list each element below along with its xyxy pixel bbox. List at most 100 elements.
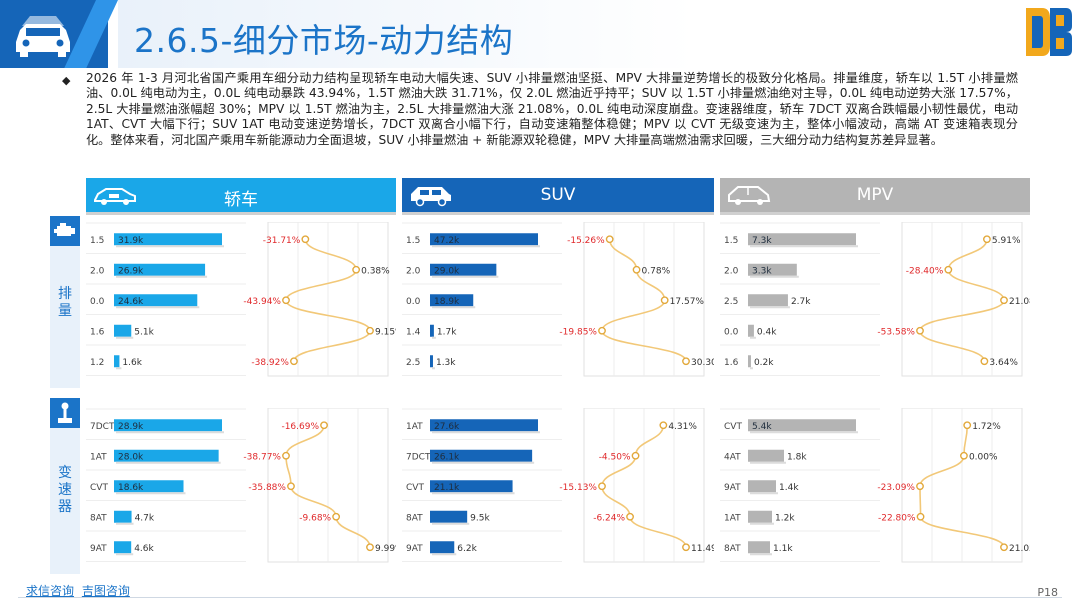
bar-sedan — [114, 233, 222, 246]
category-label: 2.0 — [90, 266, 105, 276]
growth-label: -16.69% — [281, 422, 319, 432]
bar-value-label: 4.7k — [135, 513, 155, 523]
bar-mpv — [748, 541, 770, 554]
bar-sedan — [114, 541, 132, 554]
chart-mpv-transmission: CVT 5.4k 4AT 1.8k 9AT 1.4k 1AT 1.2k 8AT 1.1k 1.72%… — [720, 408, 1030, 563]
header-background — [118, 0, 1080, 68]
page-number: P18 — [1037, 586, 1058, 599]
category-label: 9AT — [724, 483, 741, 493]
footer-link-2[interactable]: 吉图咨询 — [81, 584, 130, 598]
bar-shadow — [116, 553, 134, 556]
bar-suv — [430, 541, 455, 554]
bar-shadow — [750, 553, 772, 556]
bar-shadow — [750, 522, 774, 525]
bar-value-label: 1.6k — [122, 358, 142, 368]
category-label: 0.0 — [724, 327, 739, 337]
bar-value-label: 9.5k — [470, 513, 490, 523]
growth-label: -28.40% — [906, 266, 944, 276]
growth-point — [320, 421, 328, 430]
growth-point — [659, 421, 668, 430]
bar-sedan — [114, 355, 120, 368]
sedan-icon — [94, 188, 136, 205]
growth-label: -19.85% — [559, 327, 597, 337]
bar-shadow — [116, 431, 224, 434]
bar-value-label: 2.7k — [791, 297, 811, 307]
growth-label: -43.94% — [243, 297, 281, 307]
bar-value-label: 1.3k — [436, 358, 456, 368]
bar-sedan — [114, 449, 219, 462]
segment-header-bar — [86, 178, 396, 212]
growth-label: 1.72% — [972, 422, 1001, 432]
chart-sedan-displacement: 1.5 31.9k 2.0 26.9k 0.0 24.6k 1.6 5.1k 1.2 1.6k -3… — [86, 222, 396, 377]
bar-shadow — [116, 245, 224, 248]
mpv-icon — [728, 186, 771, 205]
category-label: 8AT — [724, 544, 741, 554]
bar-suv — [430, 480, 513, 493]
bar-suv — [430, 324, 434, 337]
header-banner: 2.6.5-细分市场-动力结构 — [0, 0, 1080, 68]
bar-value-label: 26.1k — [434, 452, 460, 462]
bar-shadow — [116, 275, 208, 278]
category-label: 1AT — [90, 452, 107, 462]
bar-sedan — [114, 419, 222, 432]
category-label: CVT — [406, 483, 424, 493]
bar-shadow — [432, 306, 476, 309]
bar-mpv — [748, 233, 856, 246]
category-label: 7DCT — [90, 422, 115, 432]
growth-point — [605, 235, 614, 244]
growth-label: 3.64% — [989, 358, 1018, 368]
bar-sedan — [114, 324, 132, 337]
growth-point — [916, 482, 924, 491]
car-logo-icon — [16, 16, 70, 57]
bar-value-label: 18.9k — [434, 297, 460, 307]
growth-point — [366, 326, 374, 335]
category-label: 2.0 — [406, 266, 421, 276]
category-label: 0.0 — [406, 297, 421, 307]
bar-shadow — [750, 431, 858, 434]
growth-point — [287, 482, 295, 491]
bar-value-label: 18.6k — [118, 483, 144, 493]
growth-point — [598, 326, 606, 335]
suv-icon — [411, 187, 451, 207]
bar-shadow — [750, 306, 790, 309]
footer-link-1[interactable]: 求信咨询 — [26, 584, 75, 598]
category-label: 1.6 — [90, 327, 105, 337]
bar-value-label: 0.4k — [757, 327, 777, 337]
bar-shadow — [432, 431, 540, 434]
bar-value-label: 4.6k — [134, 544, 154, 554]
category-label: 0.0 — [90, 297, 105, 307]
growth-label: -4.50% — [599, 452, 631, 462]
brand-logo-icon — [1026, 8, 1072, 56]
bar-mpv — [748, 449, 784, 462]
chart-suv-displacement: 1.5 47.2k 2.0 29.0k 0.0 18.9k 1.4 1.7k 2.5 1.3k -1… — [402, 222, 714, 377]
bar-sedan — [114, 294, 198, 307]
segment-header-sedan: 轿车 — [86, 178, 396, 215]
bar-value-label: 47.2k — [434, 236, 460, 246]
gear-shift-icon — [50, 398, 80, 428]
growth-point — [626, 512, 634, 521]
side-label-displacement: 排量 — [58, 286, 72, 319]
category-label: 4AT — [724, 452, 741, 462]
category-label: 9AT — [90, 544, 107, 554]
bar-shadow — [750, 367, 753, 370]
category-label: 1AT — [724, 513, 741, 523]
bar-shadow — [750, 336, 756, 339]
growth-point — [282, 451, 290, 460]
category-label: 2.5 — [724, 297, 738, 307]
category-label: 1.6 — [724, 358, 739, 368]
growth-label: -6.24% — [593, 513, 625, 523]
segment-header-suv: SUV — [402, 178, 714, 215]
bar-suv — [430, 449, 533, 462]
bar-value-label: 0.2k — [754, 358, 774, 368]
segment-header-mpv: MPV — [720, 178, 1030, 215]
bar-mpv — [748, 419, 856, 432]
bar-suv — [430, 419, 538, 432]
growth-label: 0.00% — [969, 452, 998, 462]
growth-point — [682, 357, 690, 366]
bar-shadow — [116, 522, 134, 525]
bar-mpv — [748, 480, 776, 493]
bar-value-label: 31.9k — [118, 236, 144, 246]
bar-value-label: 24.6k — [118, 297, 144, 307]
category-label: 9AT — [406, 544, 423, 554]
bar-mpv — [748, 355, 751, 368]
